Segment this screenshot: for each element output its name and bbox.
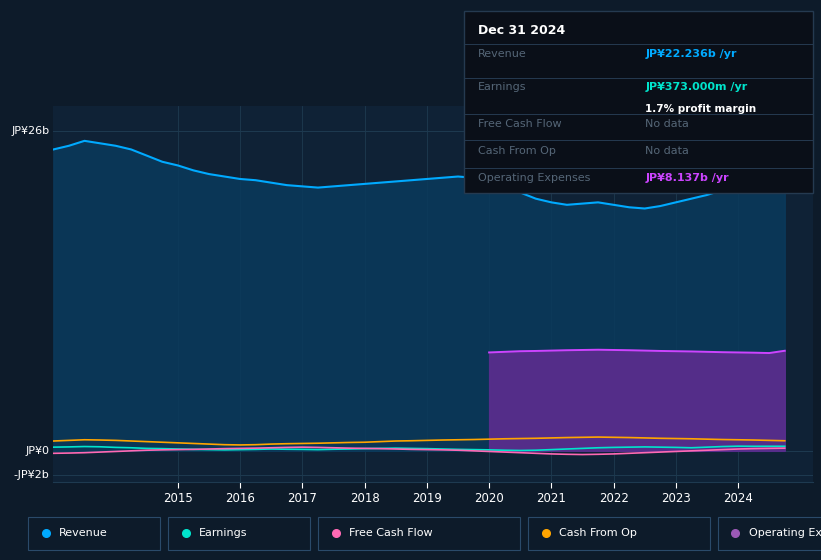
Text: JP¥8.137b /yr: JP¥8.137b /yr	[645, 173, 729, 183]
FancyBboxPatch shape	[464, 11, 813, 193]
Text: Operating Expenses: Operating Expenses	[749, 529, 821, 538]
Text: JP¥26b: JP¥26b	[11, 126, 49, 136]
Text: Earnings: Earnings	[478, 82, 526, 92]
Text: Cash From Op: Cash From Op	[558, 529, 636, 538]
Text: Cash From Op: Cash From Op	[478, 146, 556, 156]
Text: Revenue: Revenue	[59, 529, 108, 538]
Text: 1.7% profit margin: 1.7% profit margin	[645, 104, 756, 114]
Text: Operating Expenses: Operating Expenses	[478, 173, 590, 183]
Text: Free Cash Flow: Free Cash Flow	[349, 529, 433, 538]
Text: JP¥373.000m /yr: JP¥373.000m /yr	[645, 82, 748, 92]
Text: JP¥0: JP¥0	[25, 446, 49, 456]
Text: Dec 31 2024: Dec 31 2024	[478, 24, 565, 37]
Text: No data: No data	[645, 119, 689, 129]
Text: Revenue: Revenue	[478, 49, 526, 59]
Text: No data: No data	[645, 146, 689, 156]
Text: Earnings: Earnings	[199, 529, 248, 538]
Text: -JP¥2b: -JP¥2b	[14, 470, 49, 480]
Text: Free Cash Flow: Free Cash Flow	[478, 119, 562, 129]
Text: JP¥22.236b /yr: JP¥22.236b /yr	[645, 49, 736, 59]
